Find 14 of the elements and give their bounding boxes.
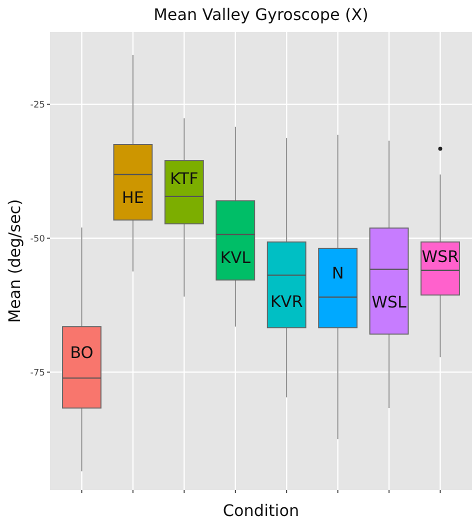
x-axis-title: Condition bbox=[222, 501, 300, 520]
y-tick-label: -25 bbox=[30, 100, 45, 110]
x-tick-label: KVR bbox=[270, 292, 303, 312]
x-tick-label: N bbox=[332, 263, 344, 282]
x-tick-label: KTF bbox=[170, 169, 198, 188]
x-tick-label: WSR bbox=[422, 246, 459, 266]
x-tick-label: WSL bbox=[372, 292, 407, 312]
y-axis-title: Mean (deg/sec) bbox=[5, 199, 24, 323]
x-tick-label: KVL bbox=[220, 248, 251, 267]
x-tick-label: BO bbox=[70, 342, 94, 362]
x-tick-label: HE bbox=[122, 188, 144, 207]
y-tick-label: -50 bbox=[30, 234, 46, 244]
y-tick-label: -75 bbox=[30, 368, 45, 378]
chart-title: Mean Valley Gyroscope (X) bbox=[154, 5, 368, 24]
